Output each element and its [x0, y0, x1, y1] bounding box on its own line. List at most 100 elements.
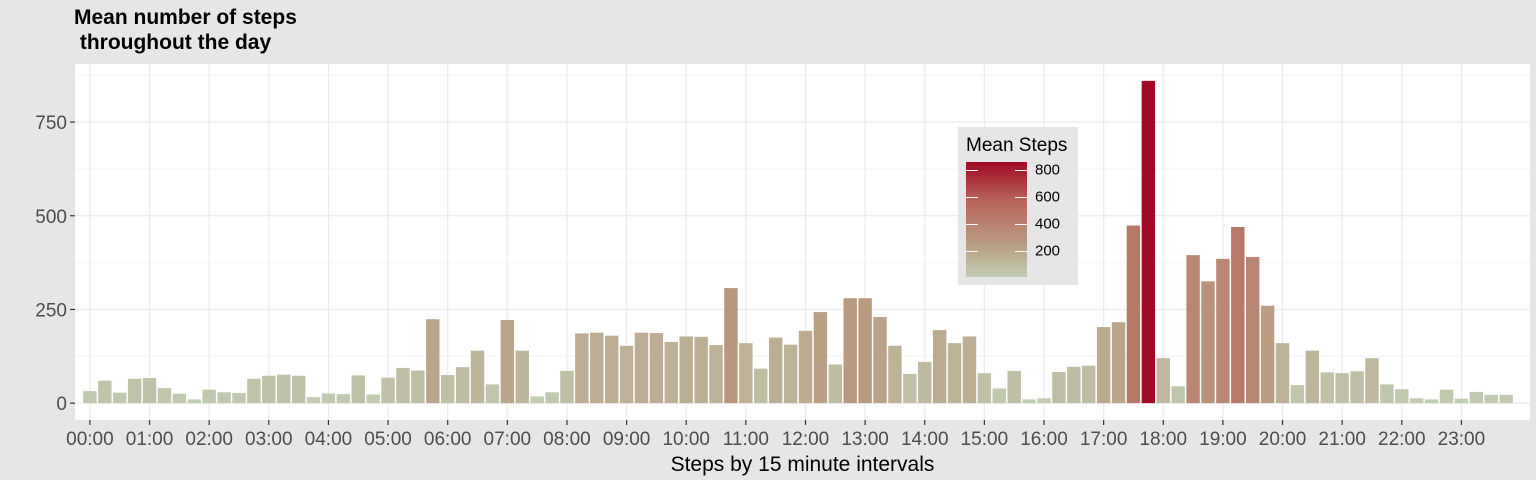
bar — [1022, 399, 1036, 404]
bar — [530, 396, 544, 404]
bar — [455, 367, 470, 404]
bar — [590, 332, 604, 404]
bar — [903, 373, 917, 404]
bar — [1335, 373, 1349, 404]
y-tick-label: 500 — [35, 207, 67, 228]
bar — [1350, 371, 1364, 404]
bar — [858, 298, 872, 404]
bar — [888, 345, 902, 404]
bar — [575, 333, 589, 404]
bar — [1260, 305, 1275, 404]
bar — [634, 332, 649, 404]
bar — [828, 364, 843, 404]
bar — [202, 389, 216, 404]
bar — [798, 330, 813, 404]
bar — [1246, 256, 1260, 404]
bar — [351, 375, 365, 404]
bar — [277, 374, 291, 404]
x-tick-label: 03:00 — [245, 429, 293, 450]
legend-colorbar — [966, 162, 1027, 277]
bar — [172, 393, 187, 404]
x-tick-label: 23:00 — [1438, 429, 1486, 450]
bar — [470, 350, 485, 404]
bar — [1007, 370, 1021, 404]
bar — [1067, 366, 1081, 404]
bar — [724, 288, 738, 404]
x-tick-label: 14:00 — [901, 429, 949, 450]
bar — [1380, 384, 1394, 404]
chart-title: Mean number of steps throughout the day — [74, 6, 297, 54]
bar — [396, 367, 410, 404]
bar — [918, 361, 932, 404]
bar — [813, 312, 828, 404]
bar — [739, 343, 753, 404]
x-tick-label: 04:00 — [305, 429, 353, 450]
legend-label: 800 — [1035, 161, 1061, 179]
bar — [83, 391, 97, 404]
bar — [1320, 372, 1334, 404]
bar — [768, 337, 783, 404]
legend-tick — [966, 170, 978, 172]
x-tick-label: 12:00 — [782, 429, 830, 450]
bar — [619, 345, 634, 404]
bar — [679, 336, 693, 404]
y-tick-label: 0 — [56, 394, 67, 415]
bar — [1454, 398, 1469, 404]
bar — [1305, 350, 1320, 404]
x-tick-label: 11:00 — [723, 429, 769, 450]
x-tick-label: 22:00 — [1378, 429, 1426, 450]
bar — [1499, 394, 1513, 404]
bar — [1186, 255, 1200, 404]
bar — [664, 342, 679, 404]
legend-tick — [966, 224, 978, 226]
bar — [1275, 343, 1290, 404]
legend-tick — [1015, 170, 1027, 172]
bar — [1037, 398, 1051, 404]
bar — [1052, 372, 1066, 404]
x-tick-label: 00:00 — [66, 429, 114, 450]
legend-label: 600 — [1035, 188, 1061, 206]
legend-tick — [1015, 197, 1027, 199]
bar — [1171, 386, 1185, 404]
bar — [1395, 389, 1409, 404]
bar — [381, 377, 395, 404]
bar — [291, 375, 306, 404]
bar — [992, 388, 1006, 404]
y-tick-label: 250 — [35, 300, 67, 321]
bar — [1469, 391, 1484, 404]
bar — [649, 333, 664, 404]
x-tick-label: 19:00 — [1199, 429, 1247, 450]
legend-label: 200 — [1035, 242, 1061, 260]
bar — [1156, 358, 1170, 404]
bar — [247, 378, 261, 404]
bar — [1216, 258, 1230, 404]
legend-title: Mean Steps — [966, 135, 1068, 156]
legend-tick — [1015, 251, 1027, 253]
bar — [1424, 399, 1439, 404]
bar — [709, 345, 723, 404]
bar — [515, 350, 529, 404]
x-tick-label: 18:00 — [1139, 429, 1187, 450]
x-tick-label: 05:00 — [364, 429, 412, 450]
bar — [98, 380, 112, 404]
bar — [1111, 322, 1126, 404]
color-legend: Mean Steps 800 600 400 200 — [958, 127, 1078, 285]
bar — [1365, 358, 1379, 404]
bar — [1201, 281, 1215, 404]
bar — [545, 392, 559, 404]
x-tick-label: 09:00 — [603, 429, 651, 450]
bar — [947, 343, 962, 404]
bar — [783, 344, 798, 404]
bar — [843, 298, 857, 404]
x-tick-label: 13:00 — [841, 429, 889, 450]
bar — [321, 393, 336, 404]
bar — [142, 378, 157, 404]
bar — [1126, 225, 1141, 404]
bar — [113, 392, 127, 404]
bar — [1439, 389, 1454, 404]
legend-tick — [1015, 224, 1027, 226]
bar — [932, 330, 947, 404]
bar — [485, 384, 500, 404]
x-axis-title: Steps by 15 minute intervals — [670, 453, 935, 476]
